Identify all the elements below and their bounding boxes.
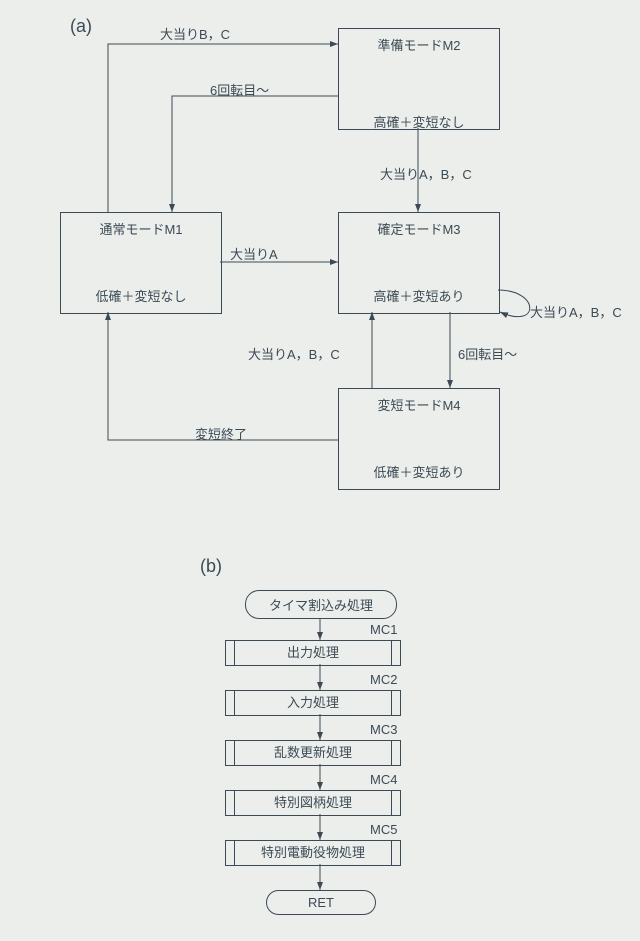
node-m2: 準備モードM2 高確＋変短なし — [338, 28, 500, 130]
proc-mc1: 出力処理 — [225, 640, 401, 666]
proc-mc3-id: MC3 — [370, 722, 397, 737]
edge-label-m3-m4: 6回転目～ — [458, 344, 517, 363]
node-m3-title: 確定モードM3 — [339, 213, 499, 238]
edge-label-m2-m3: 大当りA，B，C — [380, 164, 472, 183]
proc-mc2-id: MC2 — [370, 672, 397, 687]
proc-mc1-label: 出力処理 — [287, 645, 339, 660]
proc-mc4-label: 特別図柄処理 — [274, 795, 352, 810]
edge-label-m2-m1: 6回転目～ — [210, 80, 269, 99]
proc-mc4-id: MC4 — [370, 772, 397, 787]
proc-mc3: 乱数更新処理 — [225, 740, 401, 766]
edge-label-m4-m1: 変短終了 — [195, 424, 247, 443]
edge-label-m3-self: 大当りA，B，C — [530, 302, 622, 321]
node-m1: 通常モードM1 低確＋変短なし — [60, 212, 222, 314]
node-m2-sub: 高確＋変短なし — [339, 54, 499, 131]
node-m1-sub: 低確＋変短なし — [61, 238, 221, 305]
node-m3-sub: 高確＋変短あり — [339, 238, 499, 305]
proc-mc4: 特別図柄処理 — [225, 790, 401, 816]
proc-mc5-label: 特別電動役物処理 — [261, 845, 365, 860]
edge-label-m4-m3: 大当りA，B，C — [248, 344, 340, 363]
node-m4: 変短モードM4 低確＋変短あり — [338, 388, 500, 490]
proc-mc3-label: 乱数更新処理 — [274, 745, 352, 760]
proc-mc2-label: 入力処理 — [287, 695, 339, 710]
edge-label-m1-m2: 大当りB，C — [160, 24, 230, 43]
node-m2-title: 準備モードM2 — [339, 29, 499, 54]
section-label-b: (b) — [200, 556, 222, 577]
terminator-end: RET — [266, 890, 376, 915]
node-m1-title: 通常モードM1 — [61, 213, 221, 238]
proc-mc1-id: MC1 — [370, 622, 397, 637]
proc-mc5: 特別電動役物処理 — [225, 840, 401, 866]
node-m3: 確定モードM3 高確＋変短あり — [338, 212, 500, 314]
edge-label-m1-m3: 大当りA — [230, 244, 278, 263]
section-label-a: (a) — [70, 16, 92, 37]
terminator-start: タイマ割込み処理 — [245, 590, 397, 619]
proc-mc5-id: MC5 — [370, 822, 397, 837]
proc-mc2: 入力処理 — [225, 690, 401, 716]
node-m4-title: 変短モードM4 — [339, 389, 499, 414]
node-m4-sub: 低確＋変短あり — [339, 414, 499, 481]
